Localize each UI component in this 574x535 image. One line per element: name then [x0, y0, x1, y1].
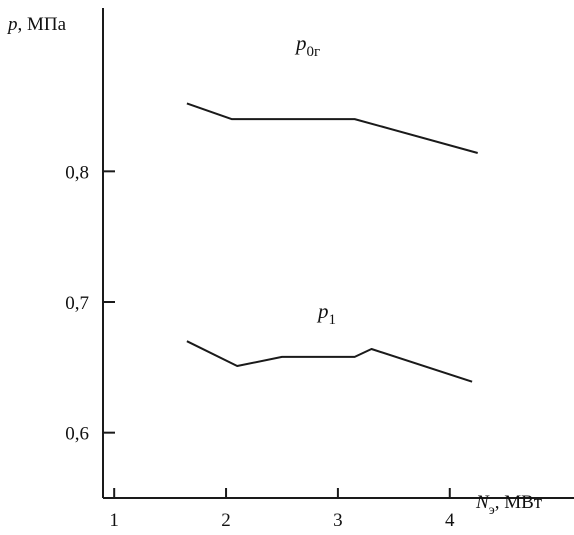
- y-tick-label: 0,7: [65, 293, 89, 314]
- x-tick-label: 2: [221, 510, 231, 531]
- series-label-sub: 0г: [307, 44, 321, 60]
- series-label-main: p: [294, 31, 307, 55]
- x-axis-label-subscript: э: [489, 503, 495, 518]
- x-axis-label: Nэ, МВт: [475, 492, 543, 518]
- x-ticks: 1 2 3 4: [109, 488, 455, 531]
- y-tick-label: 0,8: [65, 162, 89, 183]
- series-label-0: p0г: [294, 31, 320, 60]
- y-axis-label-unit: , МПа: [18, 14, 67, 35]
- series-label-sub: 1: [329, 312, 337, 328]
- x-tick-label: 4: [445, 510, 455, 531]
- y-tick-label: 0,6: [65, 424, 89, 445]
- y-axis-label: p, МПа: [6, 14, 67, 35]
- series-line-1: [186, 340, 473, 383]
- y-ticks: 0,6 0,7 0,8: [65, 162, 115, 445]
- series-line-0: [186, 102, 478, 154]
- x-axis-label-unit: , МВт: [495, 492, 543, 513]
- x-tick-label: 3: [333, 510, 343, 531]
- y-axis-label-symbol: p: [6, 14, 18, 35]
- series-label-main: p: [316, 299, 329, 323]
- series-label-1: p1: [316, 299, 336, 328]
- x-axis-label-symbol: N: [475, 492, 490, 513]
- x-tick-label: 1: [109, 510, 119, 531]
